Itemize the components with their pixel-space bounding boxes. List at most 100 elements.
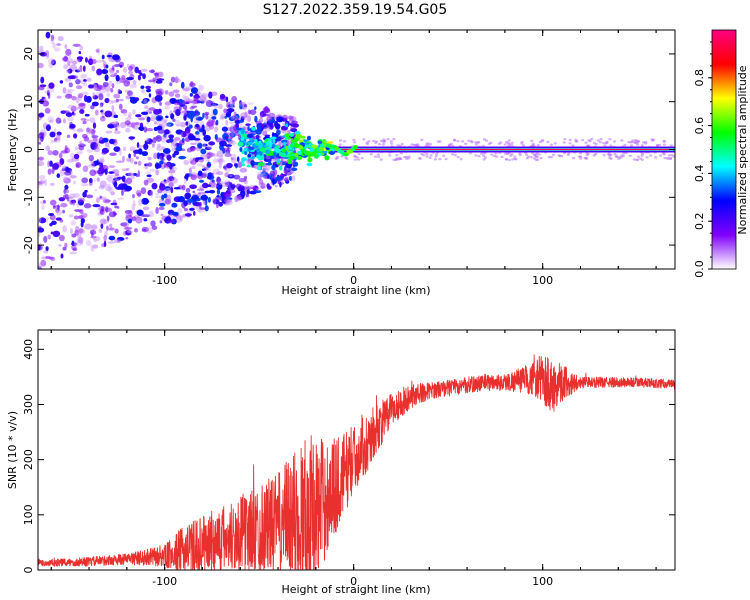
- spectrogram-noise-blob: [59, 80, 64, 84]
- spectrogram-noise-blob: [262, 106, 271, 113]
- spectrogram-transition-blob: [295, 133, 302, 140]
- spectrogram-noise-blob: [43, 235, 48, 243]
- snr-ytick-label: 300: [22, 394, 35, 415]
- spectrogram-noise-blob: [63, 188, 67, 195]
- spectrogram-noise-blob: [69, 74, 77, 80]
- spectrogram-noise-blob: [109, 152, 117, 157]
- spectrogram-noise-blob: [72, 106, 80, 111]
- signal-halo-dot: [399, 157, 403, 161]
- spectrogram-noise-blob: [197, 142, 203, 149]
- spectrogram-y-label: Frequency (Hz): [6, 109, 19, 192]
- spectrogram-noise-blob: [130, 137, 134, 141]
- spectrogram-noise-blob: [75, 225, 80, 233]
- spectrogram-noise-blob: [184, 213, 192, 217]
- spectrogram-noise-blob: [251, 186, 259, 190]
- spectrogram-noise-blob: [81, 91, 89, 96]
- signal-halo-dot: [456, 155, 460, 159]
- spectrogram-noise-blob: [291, 175, 296, 182]
- spectrogram-noise-blob: [131, 203, 136, 211]
- spectrogram-noise-blob: [270, 182, 273, 185]
- spectrogram-noise-blob: [118, 98, 124, 102]
- spectrogram-transition-blob: [284, 123, 289, 128]
- signal-halo-dot: [356, 158, 361, 161]
- spectrogram-noise-blob: [115, 70, 120, 73]
- spectrogram-noise-blob: [133, 228, 139, 233]
- spectrogram-noise-blob: [145, 227, 153, 234]
- spectrogram-noise-blob: [127, 218, 133, 224]
- spectrogram-noise-blob: [155, 169, 159, 176]
- spectrogram-noise-blob: [78, 236, 84, 244]
- spectrogram-noise-blob: [128, 153, 131, 159]
- spectrogram-transition-blob: [276, 158, 281, 164]
- spectrogram-noise-blob: [194, 109, 199, 116]
- signal-halo-dot: [619, 156, 623, 159]
- signal-halo-dot: [560, 154, 564, 158]
- spectrogram-noise-blob: [288, 176, 293, 181]
- signal-halo-dot: [352, 138, 356, 142]
- spectrogram-noise-blob: [265, 165, 271, 171]
- signal-halo-dot: [620, 139, 624, 142]
- spectrogram-noise-blob: [197, 84, 204, 91]
- spectrogram-noise-blob: [47, 116, 54, 124]
- snr-y-label: SNR (10 * v/v): [6, 411, 19, 489]
- spectrogram-noise-blob: [107, 174, 115, 178]
- spectrogram-noise-blob: [146, 174, 152, 178]
- signal-halo-dot: [386, 137, 390, 141]
- spectrogram-noise-blob: [75, 240, 84, 247]
- spectrogram-noise-blob: [61, 110, 70, 114]
- spectrogram-noise-blob: [101, 54, 105, 60]
- spectrogram-noise-blob: [225, 144, 233, 147]
- spectrogram-noise-blob: [108, 80, 113, 87]
- spectrogram-noise-blob: [230, 124, 234, 128]
- spectrogram-noise-blob: [158, 206, 165, 211]
- signal-halo-dot: [533, 154, 537, 157]
- spectrogram-noise-blob: [84, 57, 88, 63]
- spectrogram-noise-blob: [141, 151, 149, 157]
- spectrogram-noise-blob: [217, 159, 226, 163]
- spectrogram-noise-blob: [62, 176, 68, 182]
- spectrogram-noise-blob: [47, 168, 52, 175]
- spectrogram-noise-blob: [90, 141, 99, 149]
- spectrogram-noise-blob: [185, 187, 191, 194]
- spectrogram-noise-blob: [145, 171, 152, 174]
- spectrogram-noise-blob: [167, 219, 175, 224]
- spectrogram-noise-blob: [39, 45, 44, 52]
- spectrogram-noise-blob: [179, 215, 183, 222]
- spectrogram-noise-blob: [47, 160, 51, 168]
- spectrogram-noise-blob: [224, 136, 229, 139]
- signal-halo-dot: [399, 151, 403, 155]
- signal-halo-dot: [636, 140, 640, 143]
- signal-halo-dot: [622, 152, 626, 155]
- spectrogram-noise-blob: [45, 31, 51, 39]
- spectrogram-noise-blob: [163, 193, 168, 199]
- spectrogram-noise-blob: [52, 205, 56, 210]
- signal-halo-dot: [494, 152, 498, 155]
- spectrogram-noise-blob: [78, 145, 85, 151]
- spectrogram-noise-blob: [51, 59, 56, 66]
- spectrogram-noise-blob: [146, 88, 151, 93]
- colorbar-gradient: [711, 29, 737, 270]
- spectrogram-noise-blob: [108, 56, 114, 62]
- spectrogram-noise-blob: [105, 64, 109, 69]
- spectrogram-noise-blob: [85, 95, 92, 103]
- spectrogram-noise-blob: [120, 75, 126, 82]
- signal-halo-dot: [621, 154, 626, 158]
- signal-halo-dot: [506, 142, 510, 145]
- spectrogram-noise-blob: [247, 125, 250, 131]
- spectrogram-noise-blob: [189, 81, 194, 86]
- spectrogram-noise-blob: [54, 47, 61, 52]
- spectrogram-noise-blob: [161, 134, 169, 140]
- spectrogram-marks: [38, 31, 338, 269]
- spectrogram-noise-blob: [177, 195, 186, 203]
- spectrogram-noise-blob: [38, 156, 45, 161]
- signal-halo-dot: [629, 141, 633, 144]
- spectrogram-noise-blob: [155, 193, 159, 196]
- spectrogram-noise-blob: [291, 167, 298, 171]
- spectrogram-noise-blob: [38, 262, 42, 269]
- spectrogram-noise-blob: [67, 115, 74, 122]
- spectrogram-noise-blob: [48, 119, 54, 123]
- spectrogram-noise-blob: [108, 100, 114, 105]
- signal-halo-dot: [572, 156, 576, 160]
- spectrogram-noise-blob: [244, 111, 248, 119]
